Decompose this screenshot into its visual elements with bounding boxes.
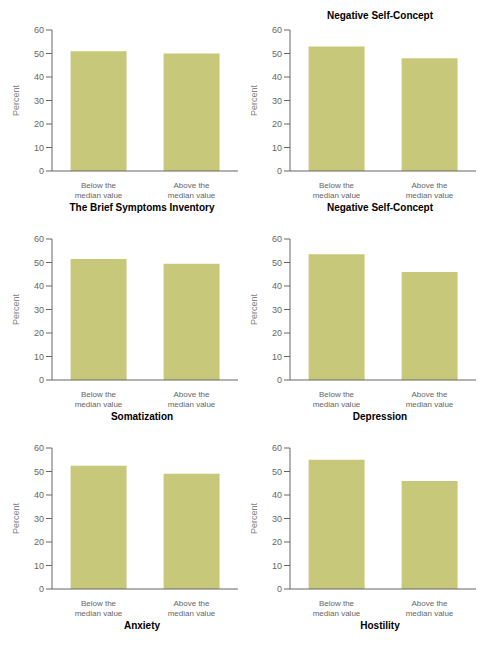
svg-text:Below themedian value: Below themedian value [75,599,123,617]
svg-text:20: 20 [34,537,44,547]
svg-text:0: 0 [277,584,282,594]
svg-text:60: 60 [34,443,44,453]
svg-text:30: 30 [34,96,44,106]
svg-text:50: 50 [272,467,282,477]
svg-text:50: 50 [34,467,44,477]
svg-text:60: 60 [34,25,44,35]
svg-text:40: 40 [34,490,44,500]
svg-text:60: 60 [272,25,282,35]
svg-text:60: 60 [34,234,44,244]
svg-text:Above themedian value: Above themedian value [406,390,454,408]
svg-text:60: 60 [272,234,282,244]
svg-text:60: 60 [272,443,282,453]
svg-text:Below themedian value: Below themedian value [313,181,361,199]
svg-text:Above themedian value: Above themedian value [168,599,216,617]
svg-text:20: 20 [272,119,282,129]
html-text:Negative Self-Concept: Negative Self-Concept [326,10,434,21]
svg-text:10: 10 [272,143,282,153]
svg-text:40: 40 [34,281,44,291]
svg-text:30: 30 [34,305,44,315]
svg-text:20: 20 [272,537,282,547]
svg-text:Below themedian value: Below themedian value [313,390,361,408]
svg-text:10: 10 [34,561,44,571]
svg-text:30: 30 [272,96,282,106]
svg-text:Percent: Percent [11,84,21,116]
svg-text:20: 20 [34,119,44,129]
svg-text:20: 20 [272,328,282,338]
svg-text:50: 50 [272,258,282,268]
svg-text:Percent: Percent [249,293,259,325]
svg-text:50: 50 [34,49,44,59]
html-text:Anxiety: Anxiety [123,620,161,631]
svg-text:Percent: Percent [249,84,259,116]
svg-text:30: 30 [272,305,282,315]
svg-text:Below themedian value: Below themedian value [75,181,123,199]
svg-text:10: 10 [272,352,282,362]
html-text:Hostility: Hostility [360,620,400,631]
svg-text:Above themedian value: Above themedian value [168,390,216,408]
svg-text:0: 0 [277,375,282,385]
svg-text:20: 20 [34,328,44,338]
html-text:The Brief Symptoms Inventory: The Brief Symptoms Inventory [69,202,215,213]
svg-text:Percent: Percent [11,502,21,534]
svg-text:40: 40 [272,72,282,82]
svg-text:Above themedian value: Above themedian value [406,181,454,199]
svg-text:30: 30 [272,514,282,524]
svg-text:Below themedian value: Below themedian value [75,390,123,408]
svg-text:40: 40 [272,281,282,291]
svg-text:40: 40 [272,490,282,500]
svg-text:10: 10 [34,352,44,362]
svg-text:10: 10 [34,143,44,153]
html-text:Somatization: Somatization [110,411,174,422]
svg-text:50: 50 [272,49,282,59]
svg-text:Percent: Percent [11,293,21,325]
svg-text:40: 40 [34,72,44,82]
svg-text:0: 0 [277,166,282,176]
svg-text:Percent: Percent [249,502,259,534]
svg-text:0: 0 [39,375,44,385]
svg-text:10: 10 [272,561,282,571]
html-text:Depression: Depression [352,411,408,422]
svg-text:Above themedian value: Above themedian value [168,181,216,199]
svg-text:30: 30 [34,514,44,524]
svg-text:Above themedian value: Above themedian value [406,599,454,617]
svg-text:50: 50 [34,258,44,268]
svg-text:0: 0 [39,166,44,176]
html-text:Negative Self-Concept: Negative Self-Concept [326,202,434,213]
svg-text:0: 0 [39,584,44,594]
svg-text:Below themedian value: Below themedian value [313,599,361,617]
